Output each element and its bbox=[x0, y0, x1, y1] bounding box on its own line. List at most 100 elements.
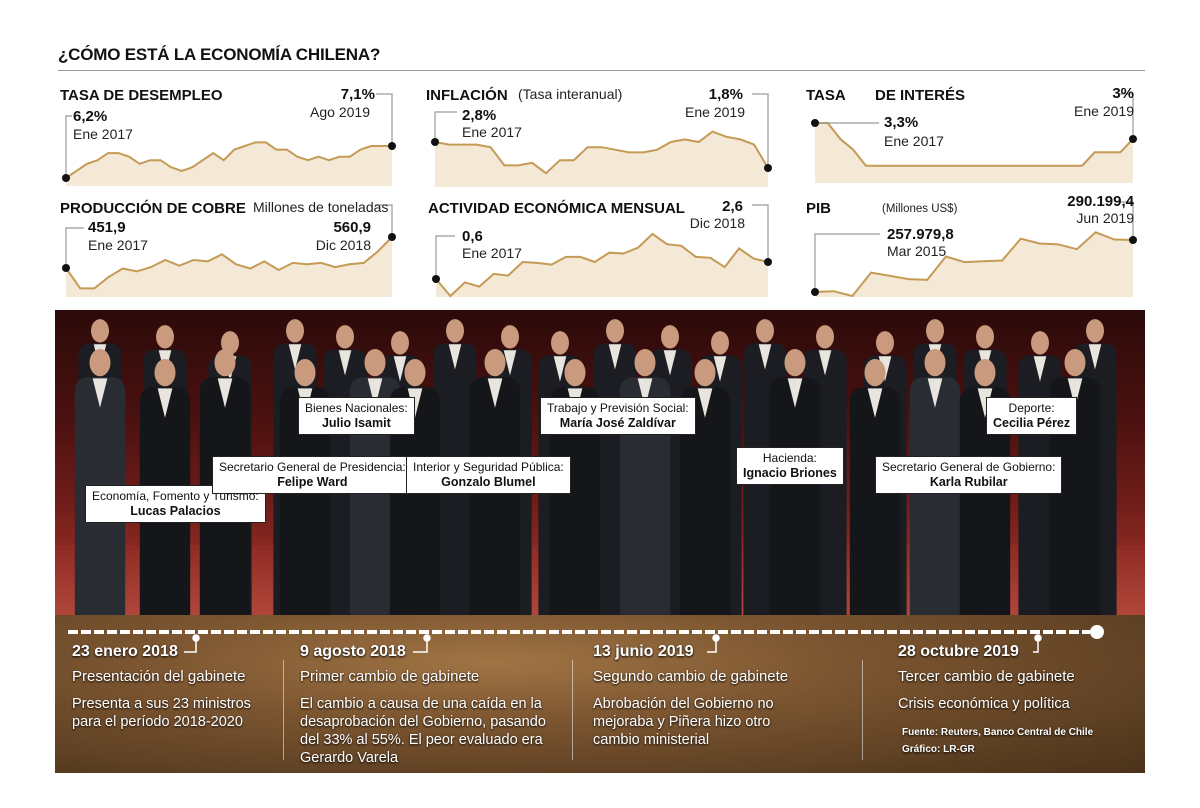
page-title: ¿CÓMO ESTÁ LA ECONOMÍA CHILENA? bbox=[58, 45, 381, 64]
event-title: Primer cambio de gabinete bbox=[300, 668, 480, 685]
chart-line bbox=[65, 236, 393, 290]
person-figure bbox=[549, 358, 601, 615]
end-date: Dic 2018 bbox=[689, 215, 745, 231]
start-value: 451,9 bbox=[88, 219, 126, 236]
event-title: Tercer cambio de gabinete bbox=[898, 668, 1075, 685]
end-point bbox=[764, 164, 772, 172]
event-date: 23 enero 2018 bbox=[72, 643, 178, 660]
person-figure bbox=[909, 348, 961, 615]
end-leader-line bbox=[752, 204, 769, 262]
timeline-leader bbox=[707, 638, 717, 653]
timeline-leader bbox=[1033, 638, 1039, 653]
divider bbox=[283, 660, 284, 760]
start-leader-line bbox=[65, 115, 72, 178]
start-leader-line bbox=[434, 111, 457, 142]
start-leader-line bbox=[65, 227, 84, 268]
end-value: 290.199,4 bbox=[1067, 193, 1134, 210]
chart-area-fill bbox=[435, 131, 768, 187]
person-figure bbox=[849, 358, 901, 615]
chart-subtitle: Millones de toneladas bbox=[253, 199, 389, 215]
timeline-leader bbox=[184, 638, 197, 653]
end-value: 2,6 bbox=[722, 198, 743, 215]
minister-label: Interior y Seguridad Pública: Gonzalo Blu… bbox=[406, 456, 571, 494]
start-value: 257.979,8 bbox=[887, 226, 954, 243]
end-value: 3% bbox=[1112, 85, 1134, 102]
end-date: Ene 2019 bbox=[685, 104, 745, 120]
start-value: 0,6 bbox=[462, 228, 483, 245]
person-figure bbox=[469, 348, 521, 615]
event-title: Presentación del gabinete bbox=[72, 668, 246, 685]
end-leader-line bbox=[1118, 93, 1134, 139]
start-date: Ene 2017 bbox=[884, 133, 944, 149]
start-value: 3,3% bbox=[884, 114, 919, 131]
chart-line bbox=[814, 231, 1134, 298]
minister-label: Trabajo y Previsión Social: María José Za… bbox=[540, 397, 696, 435]
end-date: Ago 2019 bbox=[310, 104, 370, 120]
chart-area-fill bbox=[66, 237, 392, 297]
minister-label: Deporte: Cecilia Pérez bbox=[986, 397, 1078, 435]
end-date: Jun 2019 bbox=[1076, 210, 1134, 226]
end-leader-line bbox=[1118, 201, 1134, 240]
person-figure bbox=[619, 348, 671, 615]
minister-label: Secretario General de Presidencia: Felipe… bbox=[212, 456, 413, 494]
end-date: Dic 2018 bbox=[315, 237, 371, 253]
start-point bbox=[431, 138, 439, 146]
chart-subtitle: (Millones US$) bbox=[882, 203, 958, 215]
chart-subtitle: (Tasa interanual) bbox=[518, 86, 623, 102]
end-point bbox=[1129, 135, 1137, 143]
chart-line bbox=[434, 130, 769, 175]
end-point bbox=[1129, 236, 1137, 244]
chart-area-fill bbox=[66, 142, 392, 186]
person-figure bbox=[349, 348, 401, 615]
event-desc: Crisis económica y política bbox=[898, 696, 1070, 712]
minister-label: Secretario General de Gobierno: Karla Rub… bbox=[875, 456, 1063, 494]
end-point bbox=[388, 142, 396, 150]
start-point bbox=[432, 275, 440, 283]
minister-label: Bienes Nacionales: Julio Isamit bbox=[298, 397, 415, 435]
person-figure bbox=[959, 358, 1011, 615]
start-value: 6,2% bbox=[73, 108, 108, 125]
event-title: Segundo cambio de gabinete bbox=[593, 668, 789, 685]
end-point bbox=[388, 233, 396, 241]
source-credit: Fuente: Reuters, Banco Central de Chile bbox=[902, 727, 1094, 738]
end-leader-line bbox=[752, 93, 769, 168]
person-figure bbox=[389, 358, 441, 615]
chart-title-inflation: INFLACIÓN bbox=[426, 87, 508, 104]
end-point bbox=[764, 258, 772, 266]
start-date: Mar 2015 bbox=[887, 243, 947, 259]
chart-title-interest: TASA bbox=[806, 87, 846, 104]
chart-area-fill bbox=[815, 123, 1133, 183]
timeline-leader bbox=[413, 638, 428, 653]
person-figure bbox=[679, 358, 731, 615]
start-point bbox=[811, 288, 819, 296]
event-desc: El cambio a causa de una caída en la des… bbox=[300, 696, 546, 766]
start-point bbox=[811, 119, 819, 127]
event-desc: Abrobación del Gobierno no mejoraba y Pi… bbox=[593, 696, 774, 748]
start-date: Ene 2017 bbox=[88, 237, 148, 253]
end-leader-line bbox=[376, 93, 393, 146]
start-value: 2,8% bbox=[462, 107, 497, 124]
start-date: Ene 2017 bbox=[462, 245, 522, 261]
start-date: Ene 2017 bbox=[73, 126, 133, 142]
chart-title-gdp: PIB bbox=[806, 200, 832, 217]
graphic-credit: Gráfico: LR-GR bbox=[902, 744, 975, 755]
chart-line bbox=[65, 141, 392, 179]
chart-line bbox=[435, 232, 769, 298]
start-point bbox=[62, 264, 70, 272]
event-date: 28 octubre 2019 bbox=[898, 643, 1019, 660]
chart-title-unemployment: TASA DE DESEMPLEO bbox=[60, 87, 223, 104]
minister-label: Economía, Fomento y Turismo: Lucas Palaci… bbox=[85, 485, 266, 523]
divider bbox=[572, 660, 573, 760]
event-desc: Presenta a sus 23 ministros para el perí… bbox=[72, 696, 251, 730]
start-point bbox=[62, 174, 70, 182]
event-date: 9 agosto 2018 bbox=[300, 643, 406, 660]
end-value: 560,9 bbox=[333, 219, 371, 236]
chart-area-fill bbox=[815, 232, 1133, 297]
timeline-panel bbox=[55, 615, 1145, 773]
end-leader-line bbox=[375, 204, 393, 237]
end-value: 1,8% bbox=[708, 86, 743, 103]
end-date: Ene 2019 bbox=[1074, 103, 1134, 119]
timeline-end-dot bbox=[1090, 625, 1104, 639]
